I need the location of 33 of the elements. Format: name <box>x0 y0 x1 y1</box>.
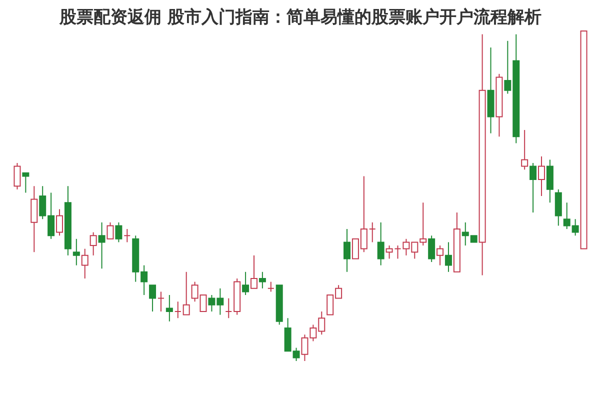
candlestick <box>444 242 452 272</box>
candlestick <box>250 254 258 289</box>
candlestick <box>90 232 97 256</box>
chart-title: 股票配资返佣 股市入门指南：简单易懂的股票账户开户流程解析 <box>58 8 542 28</box>
candlestick <box>530 162 537 213</box>
candlestick <box>258 271 266 289</box>
candlestick <box>157 291 164 312</box>
candlestick <box>81 248 88 279</box>
candlestick <box>242 271 250 296</box>
candlestick <box>521 130 528 170</box>
candlestick <box>554 188 562 226</box>
candlestick <box>538 156 545 196</box>
candlestick <box>174 301 182 319</box>
candlestick <box>30 186 38 253</box>
candlestick <box>368 222 376 243</box>
candlestick <box>267 281 274 292</box>
candlestick <box>225 298 232 319</box>
candlestick <box>166 294 173 322</box>
candlestick <box>106 222 114 240</box>
candlestick <box>436 245 444 266</box>
candlestick <box>149 284 156 312</box>
candlestick <box>546 159 554 204</box>
candlestick <box>72 238 80 266</box>
candlestick <box>377 222 384 266</box>
candlestick <box>56 208 64 236</box>
candlestick <box>14 162 21 190</box>
candlestick <box>344 228 351 272</box>
candlestick <box>22 172 30 194</box>
candlestick <box>124 228 131 243</box>
candlestick <box>428 235 436 262</box>
candlestick <box>98 222 106 270</box>
candlestick <box>115 222 122 243</box>
candlestick <box>182 271 190 316</box>
